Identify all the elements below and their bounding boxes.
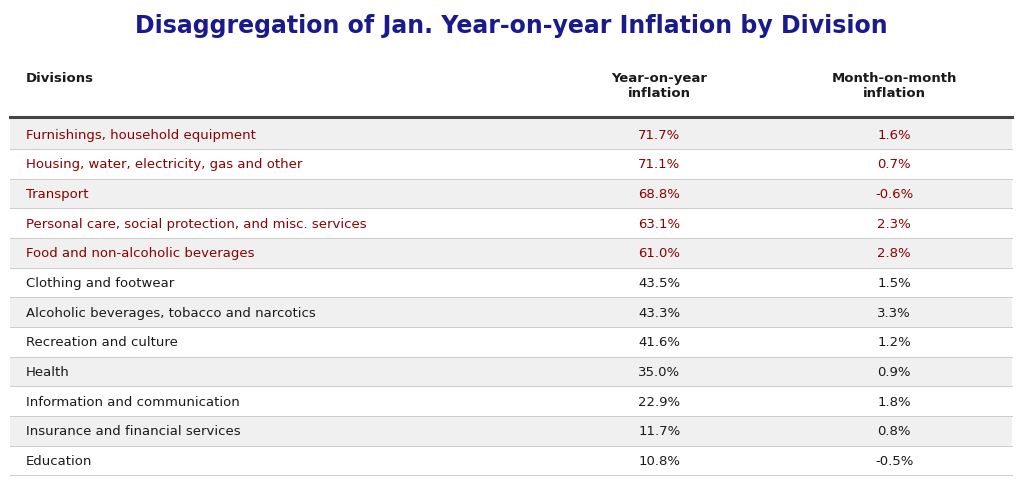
Text: 71.7%: 71.7% xyxy=(638,128,681,141)
Text: -0.5%: -0.5% xyxy=(875,454,914,467)
Text: Information and communication: Information and communication xyxy=(26,395,239,408)
Text: 2.3%: 2.3% xyxy=(877,217,912,230)
Text: Transport: Transport xyxy=(26,188,88,201)
Bar xyxy=(10,268,1012,298)
Text: Alcoholic beverages, tobacco and narcotics: Alcoholic beverages, tobacco and narcoti… xyxy=(26,306,316,319)
Bar xyxy=(10,120,1012,150)
Text: 22.9%: 22.9% xyxy=(638,395,681,408)
Text: Personal care, social protection, and misc. services: Personal care, social protection, and mi… xyxy=(26,217,366,230)
Text: 11.7%: 11.7% xyxy=(638,424,681,437)
Text: -0.6%: -0.6% xyxy=(875,188,914,201)
Text: 1.8%: 1.8% xyxy=(878,395,911,408)
Bar xyxy=(10,209,1012,239)
Bar xyxy=(10,357,1012,386)
Text: 61.0%: 61.0% xyxy=(638,247,681,260)
Text: 0.8%: 0.8% xyxy=(878,424,911,437)
Text: 43.5%: 43.5% xyxy=(638,276,681,289)
Bar xyxy=(10,416,1012,445)
Text: 63.1%: 63.1% xyxy=(638,217,681,230)
Text: Food and non-alcoholic beverages: Food and non-alcoholic beverages xyxy=(26,247,254,260)
Text: Month-on-month
inflation: Month-on-month inflation xyxy=(832,72,957,100)
Text: Divisions: Divisions xyxy=(26,72,94,85)
Text: 41.6%: 41.6% xyxy=(638,336,681,348)
Text: 10.8%: 10.8% xyxy=(638,454,681,467)
Text: Year-on-year
inflation: Year-on-year inflation xyxy=(611,72,707,100)
Text: Recreation and culture: Recreation and culture xyxy=(26,336,178,348)
Text: Clothing and footwear: Clothing and footwear xyxy=(26,276,174,289)
Text: 0.7%: 0.7% xyxy=(878,158,911,171)
Text: Education: Education xyxy=(26,454,92,467)
Text: 68.8%: 68.8% xyxy=(639,188,680,201)
Bar xyxy=(10,150,1012,179)
Text: 0.9%: 0.9% xyxy=(878,365,911,378)
Bar xyxy=(10,179,1012,209)
Text: Furnishings, household equipment: Furnishings, household equipment xyxy=(26,128,256,141)
Text: Health: Health xyxy=(26,365,69,378)
Text: 3.3%: 3.3% xyxy=(877,306,912,319)
Text: 35.0%: 35.0% xyxy=(638,365,681,378)
Text: 1.5%: 1.5% xyxy=(877,276,912,289)
Bar xyxy=(10,298,1012,327)
Bar xyxy=(10,239,1012,268)
Bar xyxy=(10,327,1012,357)
Text: 1.6%: 1.6% xyxy=(878,128,911,141)
Text: 71.1%: 71.1% xyxy=(638,158,681,171)
Text: Housing, water, electricity, gas and other: Housing, water, electricity, gas and oth… xyxy=(26,158,301,171)
Bar xyxy=(10,445,1012,475)
Text: 2.8%: 2.8% xyxy=(878,247,911,260)
Text: Disaggregation of Jan. Year-on-year Inflation by Division: Disaggregation of Jan. Year-on-year Infl… xyxy=(135,14,887,38)
Text: 1.2%: 1.2% xyxy=(877,336,912,348)
Bar xyxy=(10,386,1012,416)
Text: 43.3%: 43.3% xyxy=(638,306,681,319)
Text: Insurance and financial services: Insurance and financial services xyxy=(26,424,240,437)
